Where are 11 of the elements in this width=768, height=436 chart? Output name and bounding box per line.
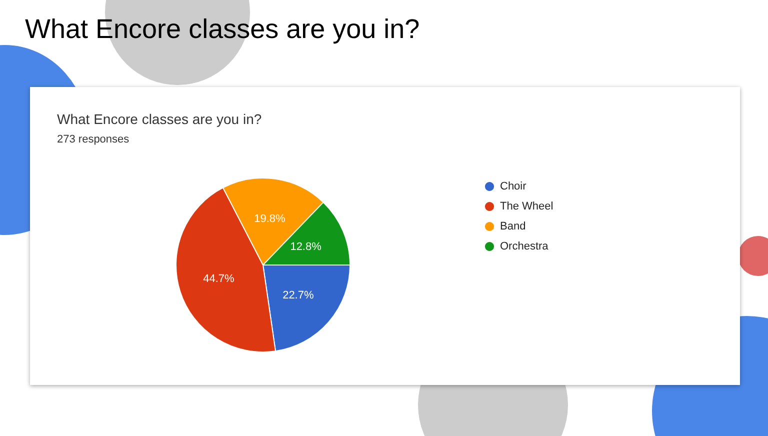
data-label: 44.7% <box>203 273 235 286</box>
legend-label: Choir <box>500 180 527 192</box>
text: What Encore classes are you in? <box>25 14 420 45</box>
data-label: 22.7% <box>282 289 314 302</box>
data-label: 12.8% <box>290 240 322 253</box>
legend-label: Band <box>500 220 526 232</box>
chart-subtitle: 273 responses <box>57 134 130 146</box>
chart-title: What Encore classes are you in? <box>57 111 262 127</box>
data-label: 19.8% <box>254 212 286 225</box>
legend-label: Orchestra <box>500 240 550 252</box>
legend-label: The Wheel <box>500 200 554 212</box>
